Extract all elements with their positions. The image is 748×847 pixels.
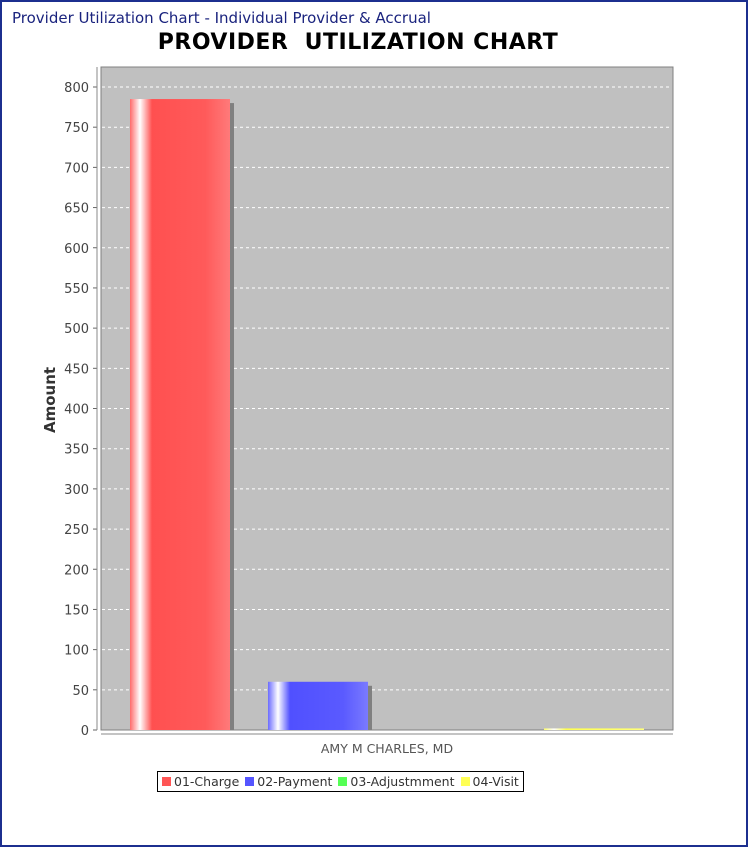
y-tick-label: 400 [64, 403, 89, 418]
y-tick-label: 0 [81, 724, 89, 739]
y-tick-label: 250 [64, 523, 89, 538]
y-tick-label: 750 [64, 121, 89, 136]
chart-title: PROVIDER UTILIZATION CHART [157, 30, 559, 55]
y-tick-label: 150 [64, 603, 89, 618]
y-tick-label: 550 [64, 282, 89, 297]
y-tick-label: 100 [64, 644, 89, 659]
bar-04-visit [544, 728, 644, 730]
y-tick-label: 650 [64, 202, 89, 217]
y-tick-label: 800 [64, 81, 89, 96]
legend-swatch [460, 777, 470, 786]
y-tick-label: 200 [64, 563, 89, 578]
legend-label: 03-Adjustmment [350, 774, 455, 789]
legend-label: 02-Payment [257, 774, 333, 789]
window-title: Provider Utilization Chart - Individual … [12, 9, 431, 27]
legend-label: 04-Visit [472, 774, 519, 789]
bar-01-charge [130, 99, 230, 730]
y-tick-label: 50 [72, 684, 89, 699]
legend-item: 03-Adjustmment [338, 774, 455, 789]
legend-item: 01-Charge [162, 774, 239, 789]
y-tick-label: 500 [64, 322, 89, 337]
legend-label: 01-Charge [174, 774, 240, 789]
legend-item: 04-Visit [460, 774, 519, 789]
y-tick-label: 300 [64, 483, 89, 498]
legend-swatch [338, 777, 348, 786]
legend-item: 02-Payment [245, 774, 332, 789]
y-axis-label: Amount [41, 367, 59, 433]
y-tick-label: 700 [64, 161, 89, 176]
y-tick-label: 350 [64, 443, 89, 458]
legend-swatch [162, 777, 171, 786]
y-tick-label: 600 [64, 242, 89, 257]
legend-swatch [245, 777, 255, 786]
x-category-label: AMY M CHARLES, MD [321, 741, 453, 756]
chart-legend: 01-Charge 02-Payment 03-Adjustmment 04-Visi… [157, 771, 524, 792]
y-tick-label: 450 [64, 362, 89, 377]
bar-02-payment [268, 681, 368, 730]
